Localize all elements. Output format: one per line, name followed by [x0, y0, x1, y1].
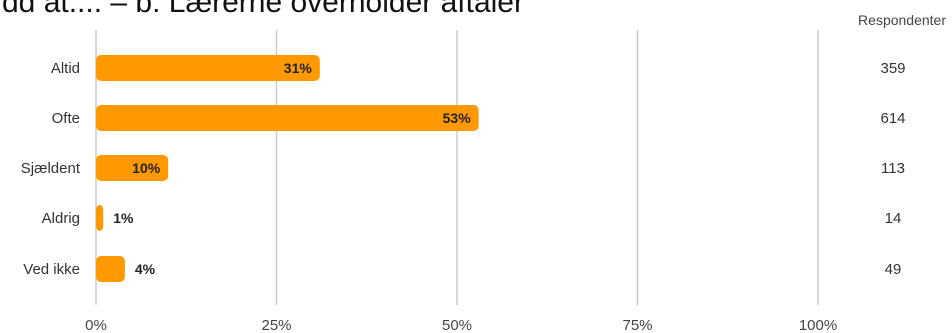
value-label: 1%: [113, 210, 134, 226]
value-labels: 31% 53% 10% 1% 4%: [113, 60, 471, 277]
category-label: Ofte: [52, 110, 80, 127]
x-tick-label: 100%: [799, 317, 837, 333]
chart-title: dd at.... – b: Lærerne overholder aftale…: [2, 0, 524, 19]
respondent-count: 614: [880, 110, 905, 127]
category-labels: Altid Ofte Sjældent Aldrig Ved ikke: [21, 60, 81, 278]
bar-altid: [96, 55, 320, 81]
x-tick-label: 50%: [442, 317, 472, 333]
respondent-count: 14: [885, 210, 902, 227]
respondent-count: 49: [885, 261, 902, 278]
x-tick-label: 75%: [622, 317, 652, 333]
bar-sjældent: [96, 155, 169, 181]
category-label: Aldrig: [42, 210, 80, 227]
x-axis-ticks: 0% 25% 50% 75% 100%: [85, 317, 837, 333]
x-tick-label: 25%: [261, 317, 291, 333]
respondent-count: 359: [880, 60, 905, 77]
respondent-counts: 359 614 113 14 49: [880, 60, 905, 278]
bars: [96, 55, 479, 282]
x-tick-label: 0%: [85, 317, 107, 333]
value-label: 4%: [135, 261, 156, 277]
bar-ved-ikke: [96, 256, 125, 282]
category-label: Sjældent: [21, 160, 81, 177]
value-label: 53%: [443, 110, 472, 126]
value-label: 31%: [284, 60, 313, 76]
category-label: Ved ikke: [23, 261, 80, 278]
bar-ofte: [96, 105, 479, 131]
value-label: 10%: [132, 160, 161, 176]
category-label: Altid: [51, 60, 80, 77]
respondent-count: 113: [881, 160, 905, 177]
bar-aldrig: [96, 205, 104, 231]
respondents-header: Respondenter: [858, 12, 946, 28]
